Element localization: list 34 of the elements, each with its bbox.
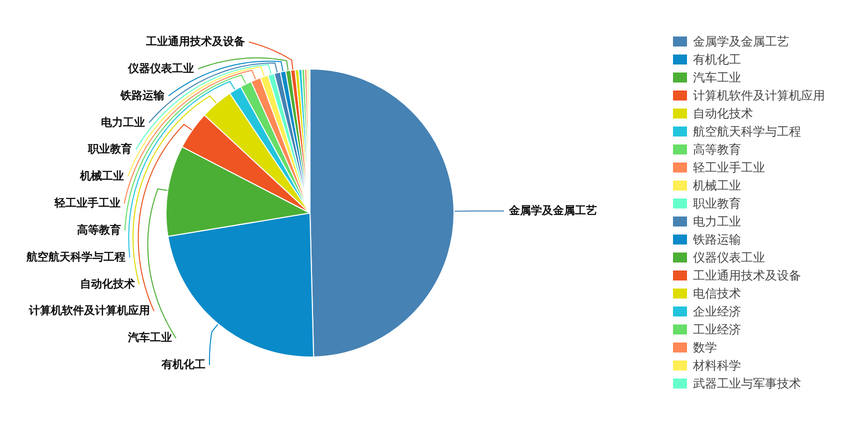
- legend-label: 企业经济: [693, 304, 741, 318]
- legend-label: 自动化技术: [693, 106, 753, 120]
- legend-label: 职业教育: [693, 196, 741, 210]
- category-label: 机械工业: [80, 170, 124, 183]
- category-label: 自动化技术: [80, 278, 136, 290]
- category-label: 电力工业: [101, 116, 146, 129]
- legend-label: 轻工业手工业: [693, 160, 765, 174]
- category-label: 职业教育: [88, 144, 132, 156]
- legend-label: 机械工业: [693, 178, 741, 192]
- category-label: 工业通用技术及设备: [146, 36, 245, 48]
- category-label: 高等教育: [76, 224, 121, 236]
- legend-label: 仪器仪表工业: [693, 250, 765, 264]
- legend-label: 高等教育: [693, 142, 741, 156]
- category-label: 计算机软件及计算机应用: [29, 305, 150, 318]
- legend-label: 数学: [693, 340, 717, 354]
- legend-label: 工业通用技术及设备: [693, 268, 801, 282]
- legend-label: 有机化工: [693, 52, 741, 66]
- legend-label: 工业经济: [693, 322, 741, 336]
- slice-label: 有机化工: [160, 358, 206, 371]
- category-label: 轻工业手工业: [54, 198, 120, 210]
- category-label: 汽车工业: [128, 332, 172, 344]
- category-label: 仪器仪表工业: [128, 62, 194, 75]
- legend-label: 计算机软件及计算机应用: [693, 88, 825, 102]
- category-label: 航空航天科学与工程: [26, 251, 126, 264]
- legend-label: 航空航天科学与工程: [693, 124, 801, 138]
- legend-label: 电信技术: [693, 286, 741, 300]
- legend-label: 铁路运输: [692, 232, 741, 246]
- legend-label: 材料科学: [692, 358, 741, 372]
- legend-label: 电力工业: [693, 214, 741, 228]
- slice-label: 金属学及金属工艺: [508, 204, 597, 217]
- legend-label: 金属学及金属工艺: [693, 34, 789, 48]
- legend-label: 武器工业与军事技术: [693, 376, 801, 390]
- legend-label: 汽车工业: [693, 70, 741, 84]
- category-label: 铁路运输: [120, 90, 165, 102]
